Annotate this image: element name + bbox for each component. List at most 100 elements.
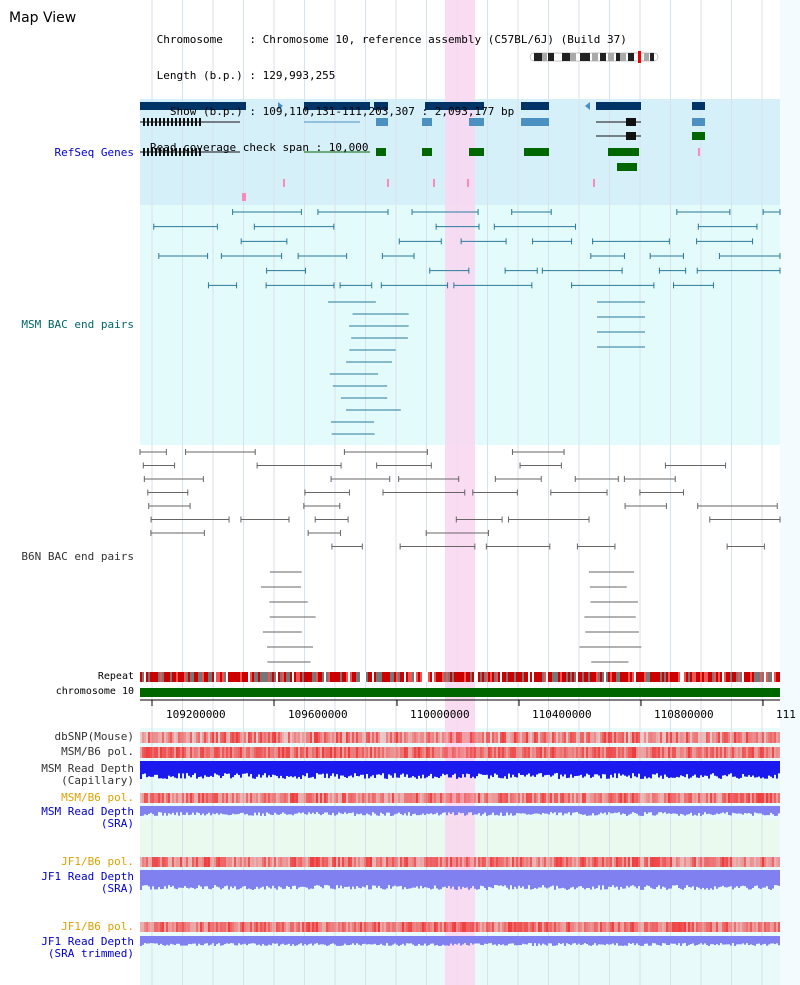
read-depth-bar bbox=[266, 806, 268, 813]
polymorphism-cell bbox=[398, 857, 400, 867]
read-depth-bar bbox=[596, 870, 598, 889]
read-depth-bar bbox=[754, 761, 756, 778]
polymorphism-cell bbox=[322, 857, 324, 867]
polymorphism-cell bbox=[176, 747, 178, 758]
polymorphism-cell bbox=[160, 793, 162, 803]
read-depth-bar bbox=[758, 806, 760, 814]
gene-exon bbox=[195, 148, 197, 156]
track-label-jf1-depth-sra[interactable]: JF1 Read Depth (SRA) bbox=[41, 870, 134, 895]
polymorphism-cell bbox=[200, 922, 202, 932]
polymorphism-cell bbox=[432, 747, 434, 758]
read-depth-bar bbox=[764, 806, 766, 816]
polymorphism-cell bbox=[152, 857, 154, 867]
polymorphism-cell bbox=[242, 857, 244, 867]
polymorphism-cell bbox=[200, 857, 202, 867]
read-depth-bar bbox=[506, 806, 508, 813]
polymorphism-cell bbox=[692, 732, 694, 743]
polymorphism-cell bbox=[660, 857, 662, 867]
read-depth-bar bbox=[196, 806, 198, 813]
track-label-dbsnp[interactable]: dbSNP(Mouse) bbox=[54, 730, 134, 743]
repeat-block bbox=[434, 672, 436, 682]
polymorphism-cell bbox=[370, 857, 372, 867]
polymorphism-cell bbox=[426, 732, 428, 743]
polymorphism-cell bbox=[600, 732, 602, 743]
polymorphism-cell bbox=[646, 732, 648, 743]
polymorphism-cell bbox=[742, 747, 744, 758]
track-label-jf1-b6-pol[interactable]: JF1/B6 pol. bbox=[61, 855, 134, 868]
read-depth-bar bbox=[360, 761, 362, 775]
polymorphism-cell bbox=[256, 747, 258, 758]
polymorphism-cell bbox=[458, 922, 460, 932]
track-label-msm-depth-sra[interactable]: MSM Read Depth (SRA) bbox=[41, 805, 134, 830]
polymorphism-cell bbox=[606, 922, 608, 932]
track-label-msm-bac[interactable]: MSM BAC end pairs bbox=[21, 318, 134, 331]
polymorphism-cell bbox=[268, 857, 270, 867]
read-depth-bar bbox=[398, 761, 400, 778]
polymorphism-cell bbox=[580, 747, 582, 758]
repeat-block bbox=[194, 672, 196, 682]
polymorphism-cell bbox=[574, 857, 576, 867]
track-label-b6n-bac[interactable]: B6N BAC end pairs bbox=[21, 550, 134, 563]
polymorphism-cell bbox=[406, 793, 408, 803]
polymorphism-cell bbox=[542, 922, 544, 932]
track-label-jf1-b6-pol-2[interactable]: JF1/B6 pol. bbox=[61, 920, 134, 933]
polymorphism-cell bbox=[344, 793, 346, 803]
read-depth-bar bbox=[538, 870, 540, 888]
polymorphism-cell bbox=[352, 857, 354, 867]
polymorphism-cell bbox=[578, 857, 580, 867]
repeat-block bbox=[406, 672, 408, 682]
read-depth-bar bbox=[728, 806, 730, 816]
polymorphism-cell bbox=[446, 732, 448, 743]
read-depth-bar bbox=[608, 761, 610, 779]
polymorphism-cell bbox=[504, 732, 506, 743]
polymorphism-cell bbox=[596, 922, 598, 932]
polymorphism-cell bbox=[160, 857, 162, 867]
repeat-block bbox=[608, 672, 610, 682]
repeat-block bbox=[510, 672, 512, 682]
read-depth-bar bbox=[428, 870, 430, 889]
read-depth-bar bbox=[166, 761, 168, 779]
read-depth-bar bbox=[188, 806, 190, 816]
polymorphism-cell bbox=[368, 793, 370, 803]
read-depth-bar bbox=[724, 870, 726, 888]
polymorphism-cell bbox=[228, 922, 230, 932]
read-depth-bar bbox=[446, 761, 448, 775]
polymorphism-cell bbox=[380, 732, 382, 743]
repeat-block bbox=[168, 672, 170, 682]
read-depth-bar bbox=[740, 761, 742, 778]
repeat-block bbox=[360, 672, 362, 682]
read-depth-bar bbox=[352, 936, 354, 944]
read-depth-bar bbox=[314, 936, 316, 944]
track-label-msm-depth-capillary[interactable]: MSM Read Depth (Capillary) bbox=[41, 762, 134, 787]
read-depth-bar bbox=[384, 761, 386, 779]
track-label-refseq-genes[interactable]: RefSeq Genes bbox=[54, 146, 134, 159]
read-depth-bar bbox=[468, 936, 470, 946]
track-label-jf1-depth-trimmed[interactable]: JF1 Read Depth (SRA trimmed) bbox=[41, 935, 134, 960]
polymorphism-cell bbox=[332, 793, 334, 803]
polymorphism-cell bbox=[560, 732, 562, 743]
read-depth-bar bbox=[504, 936, 506, 946]
polymorphism-cell bbox=[562, 747, 564, 758]
read-depth-bar bbox=[542, 761, 544, 777]
track-label-msm-b6-pol[interactable]: MSM/B6 pol. bbox=[61, 745, 134, 758]
read-depth-bar bbox=[314, 761, 316, 779]
polymorphism-cell bbox=[422, 732, 424, 743]
repeat-block bbox=[756, 672, 758, 682]
polymorphism-cell bbox=[170, 747, 172, 758]
polymorphism-cell bbox=[646, 922, 648, 932]
repeat-block bbox=[318, 672, 320, 682]
read-depth-bar bbox=[306, 806, 308, 815]
read-depth-bar bbox=[708, 806, 710, 814]
read-depth-bar bbox=[510, 806, 512, 814]
read-depth-bar bbox=[626, 870, 628, 886]
polymorphism-cell bbox=[410, 747, 412, 758]
polymorphism-cell bbox=[574, 793, 576, 803]
read-depth-bar bbox=[410, 806, 412, 816]
polymorphism-cell bbox=[288, 922, 290, 932]
polymorphism-cell bbox=[316, 922, 318, 932]
polymorphism-cell bbox=[498, 922, 500, 932]
read-depth-bar bbox=[720, 806, 722, 814]
read-depth-bar bbox=[352, 806, 354, 813]
track-label-msm-b6-pol-sra[interactable]: MSM/B6 pol. bbox=[61, 791, 134, 804]
